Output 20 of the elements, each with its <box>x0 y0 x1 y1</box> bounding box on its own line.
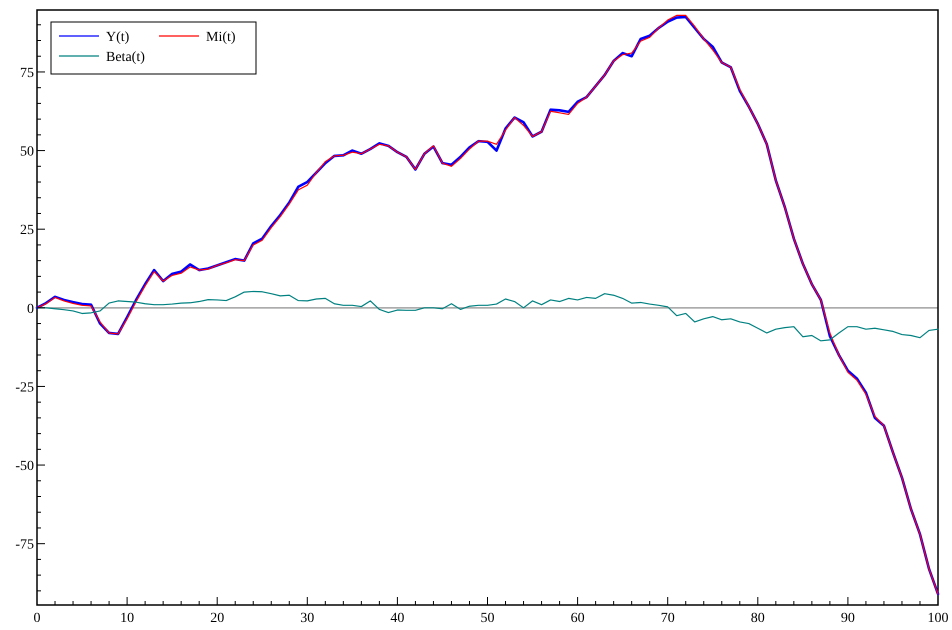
y-tick-label: 0 <box>27 302 34 317</box>
y-tick-label: 50 <box>20 144 34 160</box>
x-tick-label: 40 <box>390 611 404 626</box>
legend-label: Mi(t) <box>206 30 236 45</box>
y-tick-label: 25 <box>20 223 34 238</box>
y-tick-label: -75 <box>15 538 34 553</box>
x-tick-label: 70 <box>660 611 675 626</box>
legend-label: Beta(t) <box>106 50 146 65</box>
x-tick-label: 100 <box>928 611 948 626</box>
y-tick-label: -25 <box>15 380 34 396</box>
x-tick-label: 60 <box>570 611 585 626</box>
legend-label: Y(t) <box>106 30 130 45</box>
x-tick-label: 10 <box>120 611 134 626</box>
x-tick-label: 80 <box>750 611 765 626</box>
y-tick-label: 75 <box>20 66 34 81</box>
x-tick-label: 90 <box>840 611 855 626</box>
y-tick-label: -50 <box>15 459 34 474</box>
x-tick-label: 50 <box>480 611 494 626</box>
x-tick-label: 30 <box>300 611 314 626</box>
x-tick-label: 20 <box>210 611 224 626</box>
